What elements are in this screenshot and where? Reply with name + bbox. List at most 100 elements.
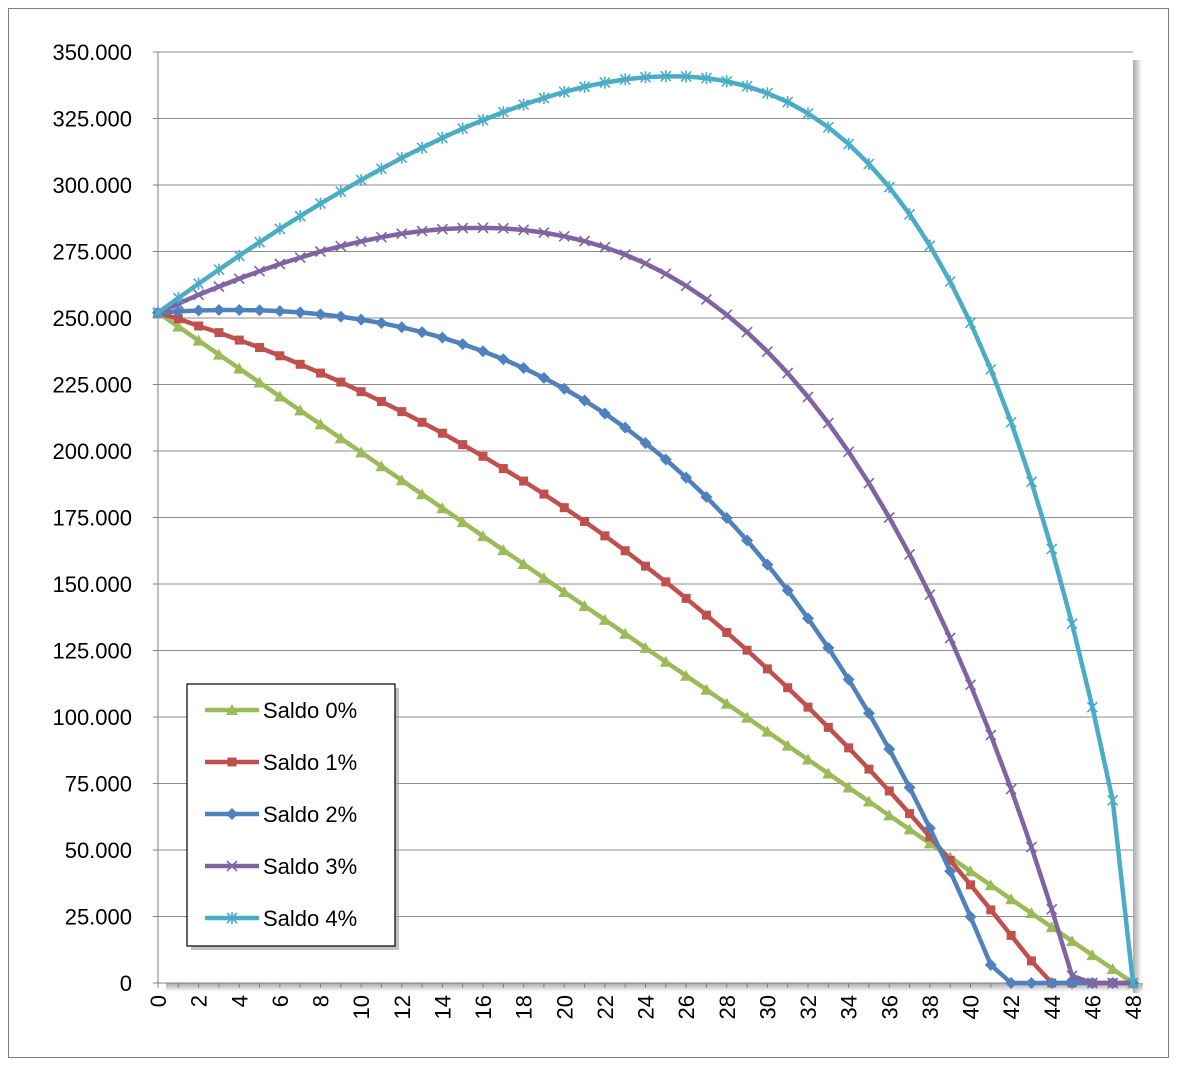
- data-point: [843, 446, 855, 458]
- series-group: [152, 70, 1139, 989]
- data-point: [436, 331, 449, 344]
- data-point: [782, 96, 794, 109]
- data-point: [863, 477, 875, 489]
- data-point: [212, 304, 225, 317]
- data-point: [253, 376, 266, 388]
- data-point: [661, 577, 671, 587]
- data-point: [1025, 841, 1038, 853]
- data-point: [416, 141, 428, 154]
- x-tick-label: 42: [999, 995, 1024, 1019]
- data-point: [600, 531, 610, 541]
- data-point: [234, 335, 244, 345]
- data-point: [396, 151, 408, 164]
- data-point: [274, 222, 286, 235]
- data-point: [538, 227, 550, 239]
- data-point: [925, 832, 935, 842]
- data-point: [843, 138, 855, 151]
- data-point: [436, 502, 449, 514]
- data-point: [578, 235, 591, 247]
- data-point: [619, 249, 631, 261]
- x-tick-label: 22: [593, 995, 618, 1019]
- data-point: [883, 511, 895, 524]
- x-tick-label: 16: [471, 995, 496, 1019]
- legend: Saldo 0% Saldo 1% Saldo 2% Saldo 3% Saldo 4%: [186, 683, 399, 950]
- data-point: [275, 351, 285, 361]
- data-point: [1066, 935, 1079, 947]
- data-point: [619, 627, 632, 639]
- data-point: [966, 880, 975, 890]
- data-point: [781, 584, 794, 597]
- data-point: [213, 281, 225, 293]
- data-point: [964, 679, 977, 691]
- data-point: [944, 632, 956, 644]
- data-point: [823, 722, 833, 732]
- data-point: [803, 702, 813, 712]
- data-point: [233, 249, 245, 262]
- series-saldo-4: [152, 70, 1139, 989]
- data-point: [335, 240, 347, 252]
- data-point: [518, 224, 530, 236]
- data-point: [680, 70, 692, 83]
- data-point: [274, 258, 286, 270]
- data-point: [334, 432, 347, 444]
- data-point: [538, 92, 550, 105]
- data-point: [152, 306, 164, 319]
- data-point: [456, 338, 469, 351]
- data-point: [397, 407, 407, 417]
- data-point: [701, 610, 711, 620]
- data-point: [192, 334, 205, 346]
- data-point: [964, 910, 977, 923]
- data-point: [497, 353, 510, 366]
- x-tick-label: 44: [1040, 995, 1065, 1019]
- data-point: [761, 345, 773, 358]
- data-point: [1086, 977, 1098, 989]
- data-point: [862, 795, 875, 807]
- data-point: [781, 739, 794, 751]
- data-point: [233, 273, 245, 285]
- x-tick-label: 18: [512, 995, 537, 1019]
- data-point: [478, 451, 488, 461]
- data-point: [192, 304, 205, 317]
- data-point: [599, 76, 611, 89]
- data-point: [172, 320, 185, 332]
- data-point: [233, 304, 246, 317]
- data-point: [294, 252, 306, 264]
- data-point: [783, 683, 793, 693]
- data-point: [964, 316, 977, 329]
- data-point: [497, 222, 509, 234]
- data-point: [477, 530, 489, 542]
- data-point: [903, 781, 916, 794]
- legend-swatch-marker: [226, 704, 238, 715]
- legend-label: Saldo 2%: [263, 802, 357, 827]
- data-point: [477, 222, 489, 234]
- data-point: [700, 72, 713, 85]
- data-point: [1046, 542, 1058, 555]
- data-point: [1066, 617, 1078, 630]
- data-point: [355, 313, 368, 326]
- data-point: [700, 293, 713, 305]
- data-point: [944, 865, 957, 878]
- data-point: [680, 669, 693, 681]
- data-point: [375, 231, 388, 243]
- data-point: [559, 503, 569, 513]
- data-point: [417, 417, 427, 427]
- data-point: [1086, 949, 1099, 961]
- y-tick-label: 100.000: [52, 705, 132, 730]
- data-point: [598, 613, 611, 625]
- x-tick-label: 0: [146, 995, 171, 1007]
- y-tick-label: 25.000: [65, 905, 132, 930]
- data-point: [314, 197, 327, 210]
- y-tick-label: 275.000: [52, 240, 132, 265]
- data-point: [863, 157, 875, 170]
- legend-label: Saldo 3%: [263, 854, 357, 879]
- data-point: [497, 106, 509, 119]
- data-point: [984, 958, 997, 971]
- plot-shadow-bottom: [166, 983, 1143, 992]
- data-point: [336, 377, 346, 387]
- data-point: [253, 304, 266, 317]
- data-point: [761, 558, 774, 571]
- data-point: [558, 585, 571, 597]
- x-tick-label: 8: [309, 995, 334, 1007]
- x-tick-label: 14: [430, 995, 455, 1019]
- data-point: [295, 359, 305, 369]
